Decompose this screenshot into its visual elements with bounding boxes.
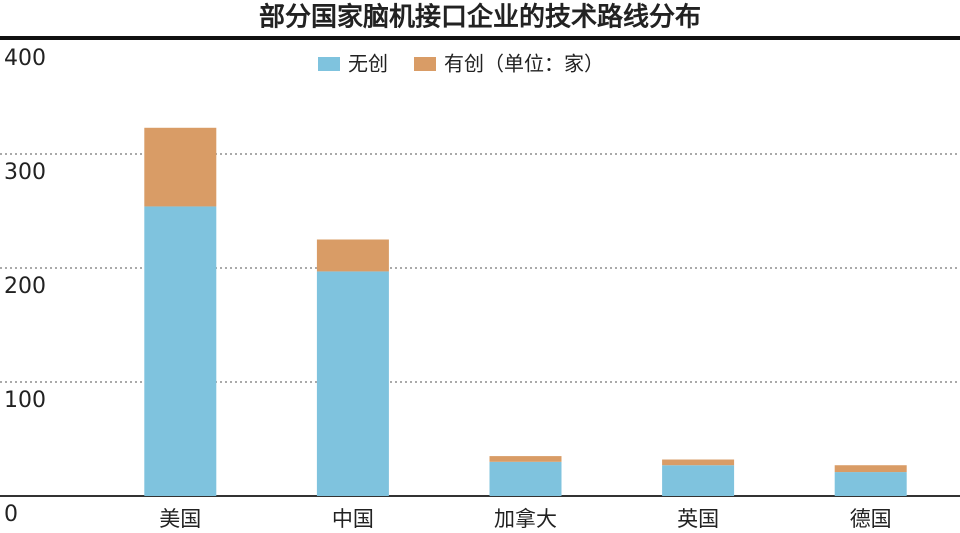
bar-segment [144, 206, 217, 496]
legend-label: 无创 [348, 52, 388, 76]
x-tick-label: 德国 [850, 507, 892, 531]
bar-segment [662, 465, 735, 496]
bar-segment [834, 472, 907, 496]
legend-swatch [318, 57, 340, 71]
y-tick-label: 300 [4, 160, 46, 185]
x-tick-label: 英国 [677, 507, 719, 531]
bar-segment [834, 465, 907, 473]
y-tick-label: 0 [4, 502, 18, 527]
legend-label: 有创（单位：家） [444, 52, 604, 76]
x-tick-label: 美国 [159, 507, 201, 531]
bar-segment [316, 271, 389, 496]
y-tick-label: 200 [4, 274, 46, 299]
bar-segment [144, 127, 217, 207]
y-tick-label: 100 [4, 388, 46, 413]
bar-segment [662, 459, 735, 466]
chart-title: 部分国家脑机接口企业的技术路线分布 [259, 2, 701, 33]
bar-segment [489, 461, 562, 496]
y-tick-label: 400 [4, 46, 46, 71]
legend-swatch [414, 57, 436, 71]
bar-segment [316, 239, 389, 272]
x-tick-label: 加拿大 [494, 507, 557, 531]
x-tick-label: 中国 [332, 507, 374, 531]
bar-segment [489, 456, 562, 462]
